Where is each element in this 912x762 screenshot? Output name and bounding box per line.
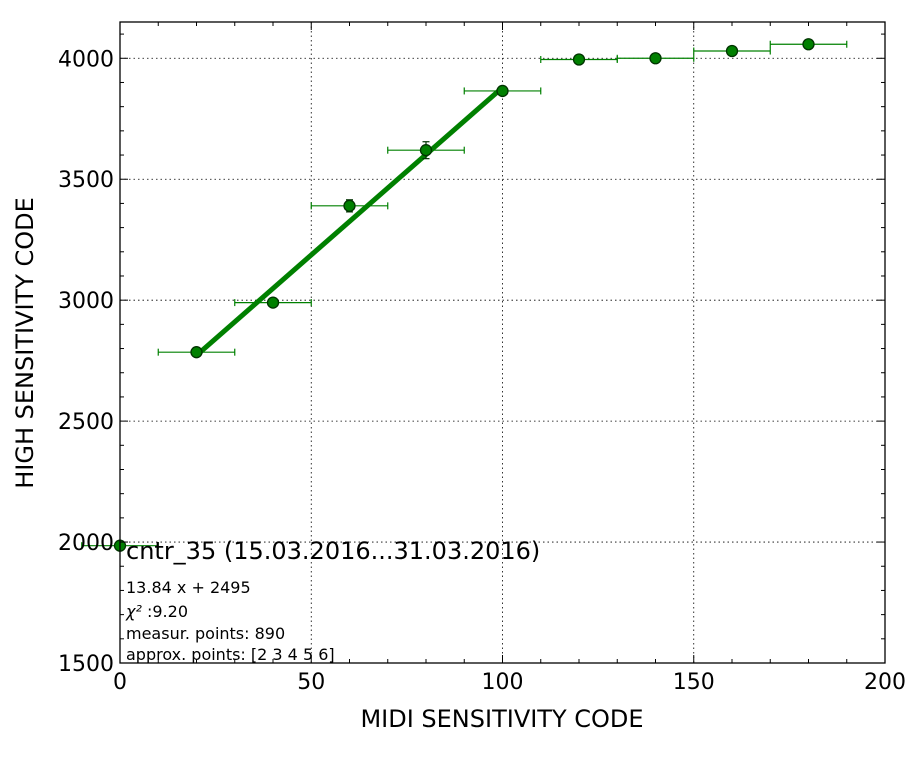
annotation-chi2: χ² :9.20 <box>125 602 188 621</box>
y-tick-label: 2000 <box>58 531 114 556</box>
y-axis-label: HIGH SENSITIVITY CODE <box>11 197 39 489</box>
y-tick-label: 3500 <box>58 168 114 193</box>
data-point <box>419 144 433 157</box>
x-axis-label: MIDI SENSITIVITY CODE <box>360 705 643 733</box>
fit-line <box>194 85 505 358</box>
annotation-chi2-symbol: χ² <box>125 602 142 621</box>
annotation-chi2-value: :9.20 <box>142 602 188 621</box>
annotation-measur-points: measur. points: 890 <box>126 624 285 643</box>
data-point <box>266 296 280 309</box>
annotation-title: cntr_35 (15.03.2016...31.03.2016) <box>126 537 540 565</box>
y-tick-label: 4000 <box>58 47 114 72</box>
y-tick-label: 2500 <box>58 410 114 435</box>
data-point <box>572 53 586 66</box>
data-point-group <box>540 53 618 66</box>
tick-labels: 0 50 100 150 200 1500 2000 2500 3000 3500 4000 <box>58 47 906 695</box>
y-tick-label: 3000 <box>58 289 114 314</box>
x-tick-label: 50 <box>297 670 325 695</box>
data-point-group <box>769 38 848 51</box>
data-point-group <box>463 84 542 98</box>
x-tick-label: 100 <box>482 670 524 695</box>
data-point-group <box>693 44 771 58</box>
data-point <box>343 199 356 212</box>
grid <box>120 22 885 663</box>
data-point-group <box>310 199 389 213</box>
data-point <box>649 52 662 65</box>
data-point <box>190 346 203 359</box>
data-point-group <box>616 52 695 65</box>
ticks <box>119 22 886 664</box>
x-tick-label: 200 <box>864 670 906 695</box>
y-tick-label: 1500 <box>58 652 114 677</box>
data-point-group <box>234 296 312 309</box>
x-tick-label: 0 <box>113 670 127 695</box>
data-point <box>725 44 739 58</box>
data-point <box>496 84 509 98</box>
fit-line-layer <box>194 85 505 358</box>
annotation-equation: 13.84 x + 2495 <box>126 578 251 597</box>
x-tick-label: 150 <box>673 670 715 695</box>
annotation-approx-points: approx. points: [2 3 4 5 6] <box>126 645 335 664</box>
data-point <box>802 38 815 51</box>
data-point-group <box>157 346 236 359</box>
data-point-group <box>387 141 465 160</box>
